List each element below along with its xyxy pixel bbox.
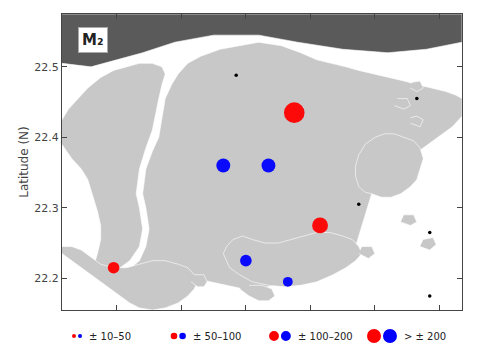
svg-text:22.3: 22.3 bbox=[34, 202, 59, 215]
svg-text:M₂: M₂ bbox=[82, 31, 104, 49]
svg-text:Latitude (N): Latitude (N) bbox=[17, 126, 31, 198]
svg-text:± 50–100: ± 50–100 bbox=[193, 331, 241, 342]
svg-text:± 10–50: ± 10–50 bbox=[89, 331, 131, 342]
svg-text:> ± 200: > ± 200 bbox=[404, 331, 446, 342]
svg-text:22.4: 22.4 bbox=[34, 131, 59, 144]
svg-text:22.2: 22.2 bbox=[34, 272, 59, 285]
svg-text:22.5: 22.5 bbox=[34, 61, 59, 74]
svg-text:± 100–200: ± 100–200 bbox=[298, 331, 353, 342]
